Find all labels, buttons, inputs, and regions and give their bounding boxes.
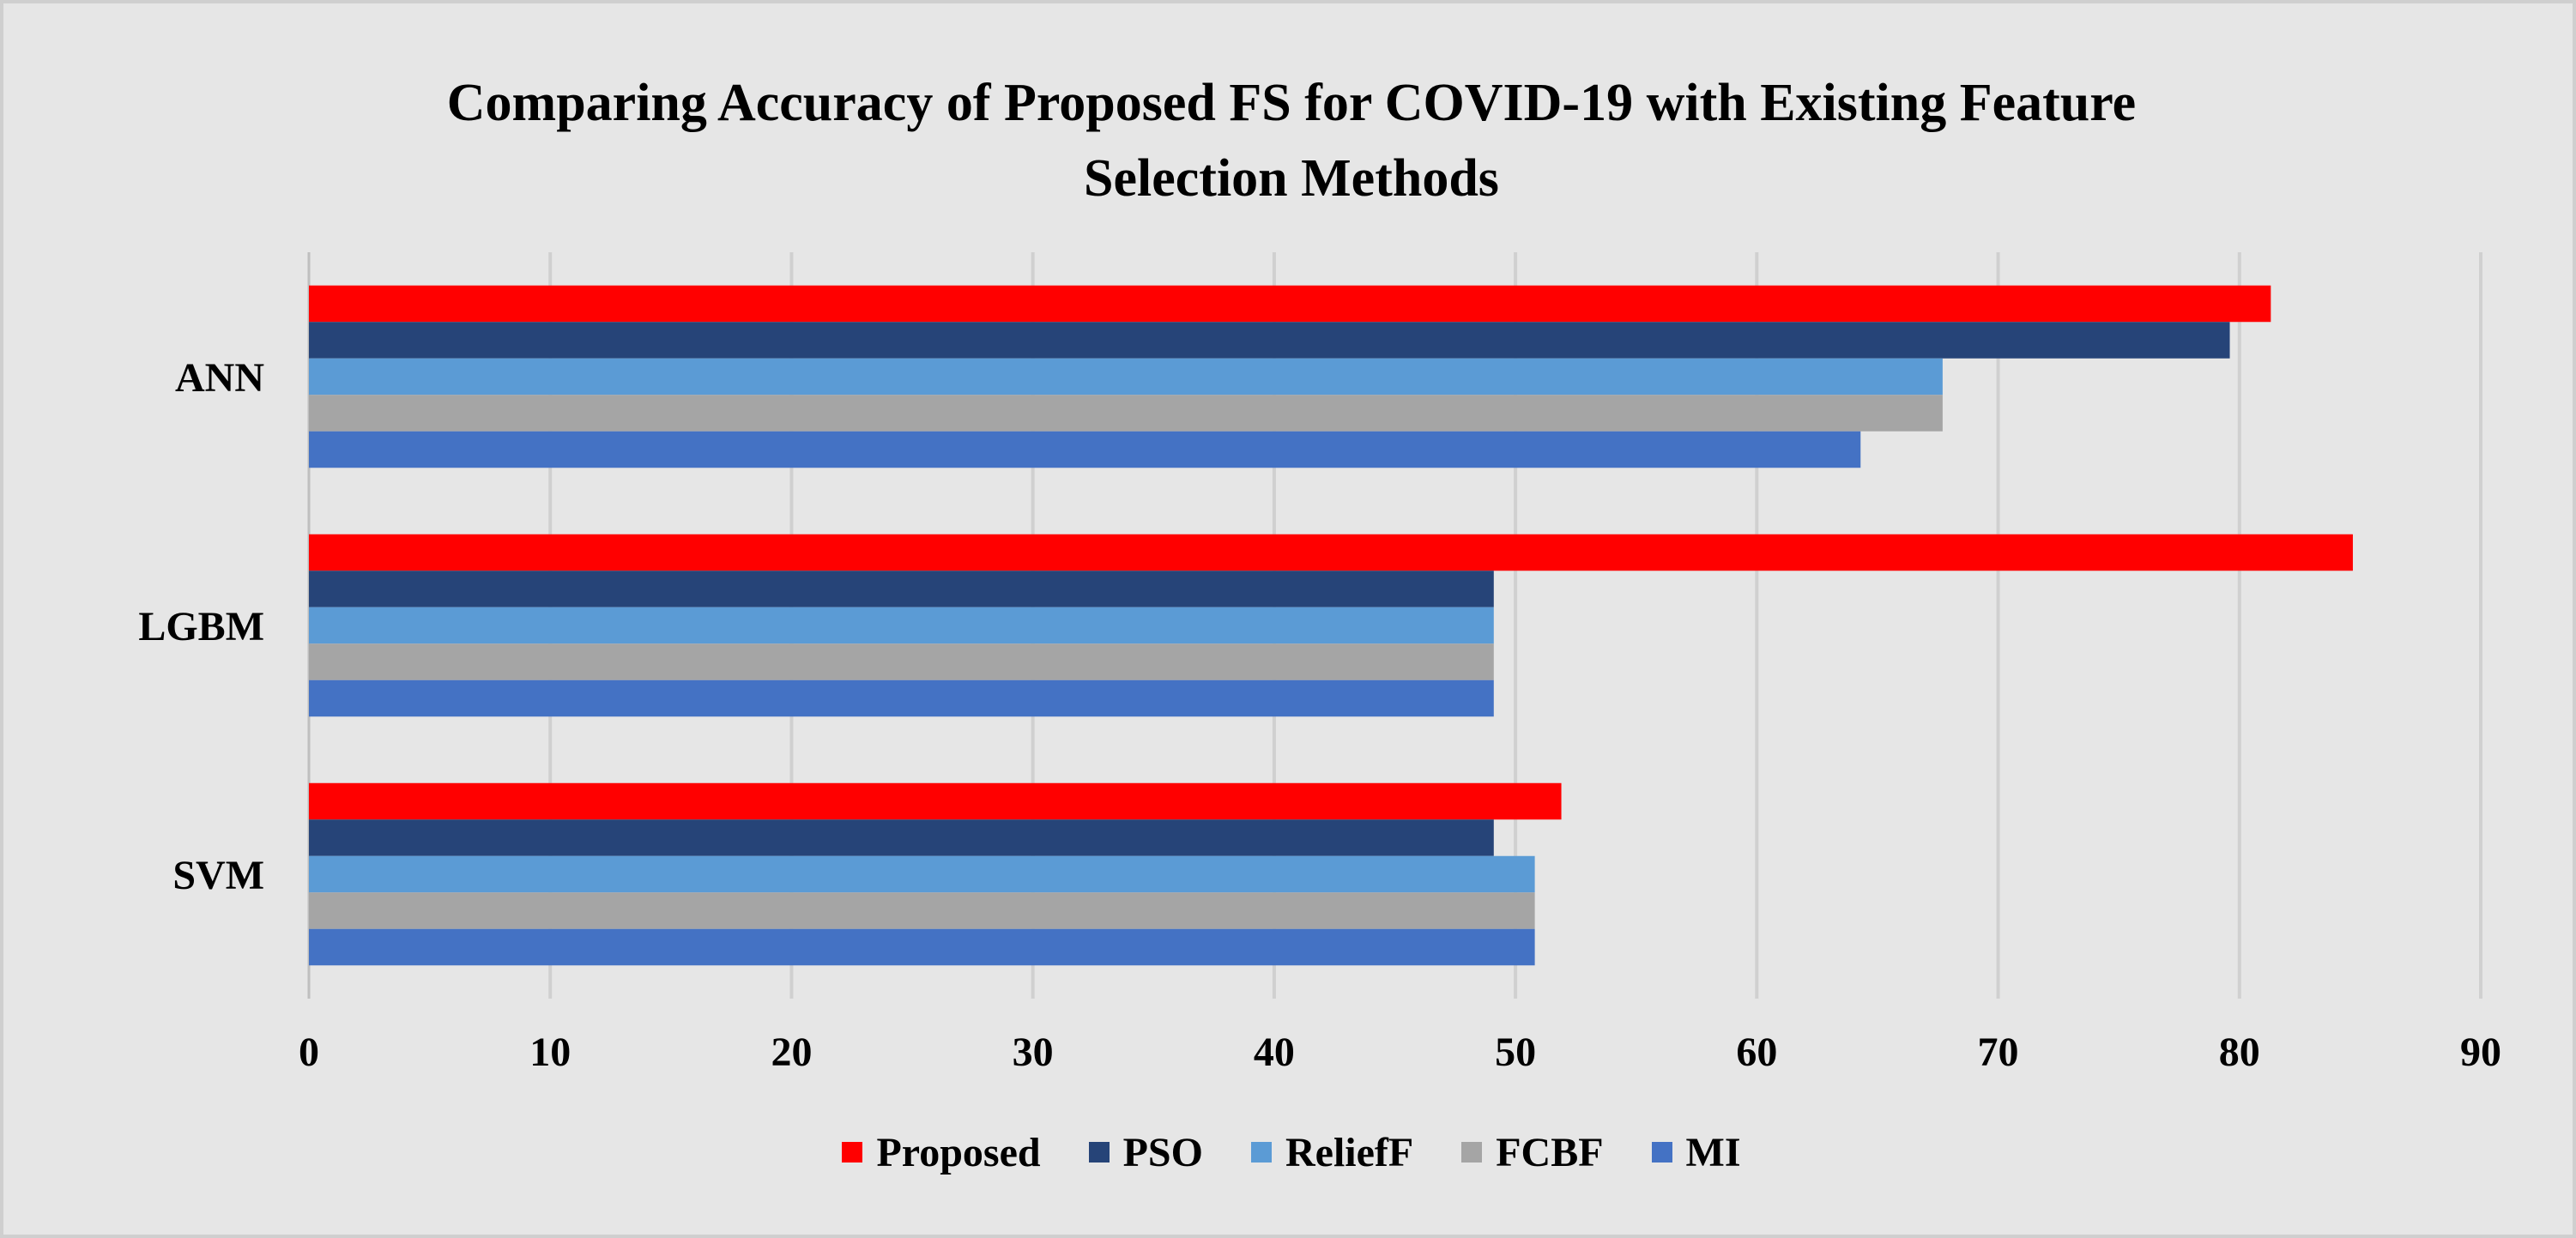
legend-swatch (1461, 1142, 1483, 1163)
bar-ann-pso (309, 322, 2230, 359)
legend-swatch (1088, 1142, 1110, 1163)
x-tick-label: 60 (1736, 1030, 1777, 1075)
legend-swatch (1250, 1142, 1272, 1163)
legend-item-mi: MI (1651, 1129, 1741, 1176)
category-labels: ANN LGBM SVM (138, 355, 264, 898)
category-label-svm: SVM (172, 853, 264, 898)
legend-swatch (842, 1142, 863, 1163)
legend-item-pso: PSO (1088, 1129, 1203, 1176)
x-tick-label: 40 (1254, 1030, 1295, 1075)
bar-lgbm-relieff (309, 607, 1494, 644)
x-tick-label: 0 (299, 1030, 319, 1075)
legend-item-fcbf: FCBF (1461, 1129, 1604, 1176)
legend-item-relieff: ReliefF (1250, 1129, 1414, 1176)
legend-label: FCBF (1496, 1129, 1604, 1175)
category-label-ann: ANN (175, 355, 264, 401)
legend-label: ReliefF (1285, 1129, 1414, 1175)
bar-ann-relieff (309, 358, 1943, 396)
chart-title-line-2: Selection Methods (1084, 149, 1499, 208)
bar-svm-pso (309, 819, 1494, 856)
bar-lgbm-proposed (309, 534, 2353, 571)
bar-svm-fcbf (309, 892, 1535, 929)
chart-title-line-1: Comparing Accuracy of Proposed FS for CO… (446, 74, 2137, 132)
bar-svm-mi (309, 928, 1535, 966)
x-tick-label: 30 (1013, 1030, 1054, 1075)
plot-area: ANN LGBM SVM 0 10 20 30 40 50 60 70 80 90 (138, 252, 2501, 1075)
legend-item-proposed: Proposed (842, 1129, 1041, 1176)
legend-label: Proposed (876, 1129, 1041, 1175)
x-tick-label: 20 (771, 1030, 812, 1075)
bar-ann-proposed (309, 285, 2271, 323)
legend-swatch (1651, 1142, 1672, 1163)
bar-ann-fcbf (309, 395, 1943, 432)
bar-lgbm-fcbf (309, 643, 1494, 680)
x-tick-label: 90 (2460, 1030, 2501, 1075)
legend-label: MI (1685, 1129, 1741, 1175)
bar-lgbm-pso (309, 571, 1494, 607)
x-tick-label: 10 (529, 1030, 571, 1075)
legend-label: PSO (1122, 1129, 1203, 1175)
x-tick-label: 80 (2219, 1030, 2260, 1075)
bar-svm-proposed (309, 782, 1562, 820)
bar-lgbm-mi (309, 679, 1494, 717)
chart-title: Comparing Accuracy of Proposed FS for CO… (3, 65, 2576, 216)
bar-ann-mi (309, 431, 1861, 468)
x-tick-labels: 0 10 20 30 40 50 60 70 80 90 (299, 1030, 2501, 1075)
bar-svm-relieff (309, 855, 1535, 893)
category-label-lgbm: LGBM (138, 604, 264, 649)
x-tick-label: 70 (1978, 1030, 2019, 1075)
x-tick-label: 50 (1495, 1030, 1536, 1075)
legend: Proposed PSO ReliefF FCBF MI (3, 1122, 2576, 1182)
bars (309, 285, 2353, 966)
